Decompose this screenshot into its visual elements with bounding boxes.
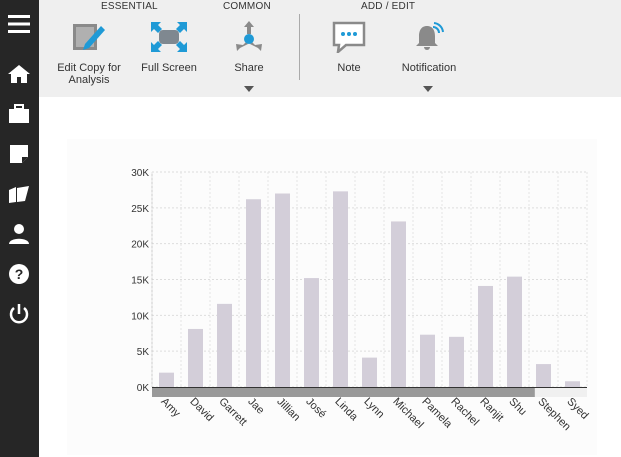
edit-copy-button[interactable]: Edit Copy for Analysis: [51, 18, 127, 86]
sidebar: ?: [0, 0, 39, 457]
svg-text:?: ?: [15, 266, 24, 282]
bar[interactable]: [449, 336, 464, 387]
home-icon[interactable]: [7, 62, 31, 86]
full-screen-icon: [149, 18, 189, 56]
note-icon[interactable]: [7, 142, 31, 166]
y-tick-label: 5K: [137, 347, 150, 358]
y-tick-label: 10K: [131, 311, 149, 322]
notification-button[interactable]: Notification: [394, 18, 464, 74]
power-icon[interactable]: [7, 302, 31, 326]
edit-copy-icon: [69, 18, 109, 56]
share-button[interactable]: Share: [224, 18, 274, 74]
y-tick-label: 30K: [131, 168, 149, 179]
user-icon[interactable]: [7, 222, 31, 246]
help-icon[interactable]: ?: [7, 262, 31, 286]
full-screen-button[interactable]: Full Screen: [139, 18, 199, 74]
bar[interactable]: [333, 191, 348, 387]
bar[interactable]: [362, 357, 377, 387]
y-tick-label: 15K: [131, 276, 149, 287]
note-label: Note: [337, 62, 361, 74]
bar[interactable]: [391, 221, 406, 387]
folder-icon[interactable]: [7, 182, 31, 206]
notification-label: Notification: [401, 62, 457, 74]
bar[interactable]: [159, 372, 174, 387]
notification-icon: [409, 18, 449, 56]
bar[interactable]: [420, 334, 435, 387]
note-icon: [329, 18, 369, 56]
briefcase-icon[interactable]: [7, 102, 31, 126]
bar[interactable]: [565, 381, 580, 387]
bar[interactable]: [536, 364, 551, 387]
bar[interactable]: [304, 278, 319, 387]
group-label-add-edit: ADD / EDIT: [361, 1, 416, 12]
share-icon: [229, 18, 269, 56]
bar[interactable]: [217, 303, 232, 387]
bar[interactable]: [275, 193, 290, 388]
group-label-essential: ESSENTIAL: [101, 1, 158, 12]
scrollbar-thumb[interactable]: [152, 388, 535, 397]
bar[interactable]: [478, 285, 493, 387]
menu-icon[interactable]: [7, 12, 31, 36]
share-dropdown-chevron-icon[interactable]: [244, 86, 254, 92]
bar[interactable]: [507, 276, 522, 387]
toolbar-divider: [299, 14, 300, 80]
group-label-common: COMMON: [223, 1, 271, 12]
y-tick-label: 0K: [137, 383, 150, 394]
note-button[interactable]: Note: [324, 18, 374, 74]
toolbar: ESSENTIAL COMMON ADD / EDIT Edit Copy fo…: [39, 0, 621, 97]
y-tick-label: 20K: [131, 240, 149, 251]
y-tick-label: 25K: [131, 204, 149, 215]
share-label: Share: [234, 62, 264, 74]
notification-dropdown-chevron-icon[interactable]: [423, 86, 433, 92]
bar[interactable]: [246, 199, 261, 387]
full-screen-label: Full Screen: [141, 62, 197, 74]
dashboard-content: 0K 5K 10K 15K 20K 25K 30K Amy David Garrett Jae Jil…: [39, 97, 621, 457]
bar[interactable]: [188, 328, 203, 387]
edit-copy-label: Edit Copy for Analysis: [57, 62, 121, 86]
